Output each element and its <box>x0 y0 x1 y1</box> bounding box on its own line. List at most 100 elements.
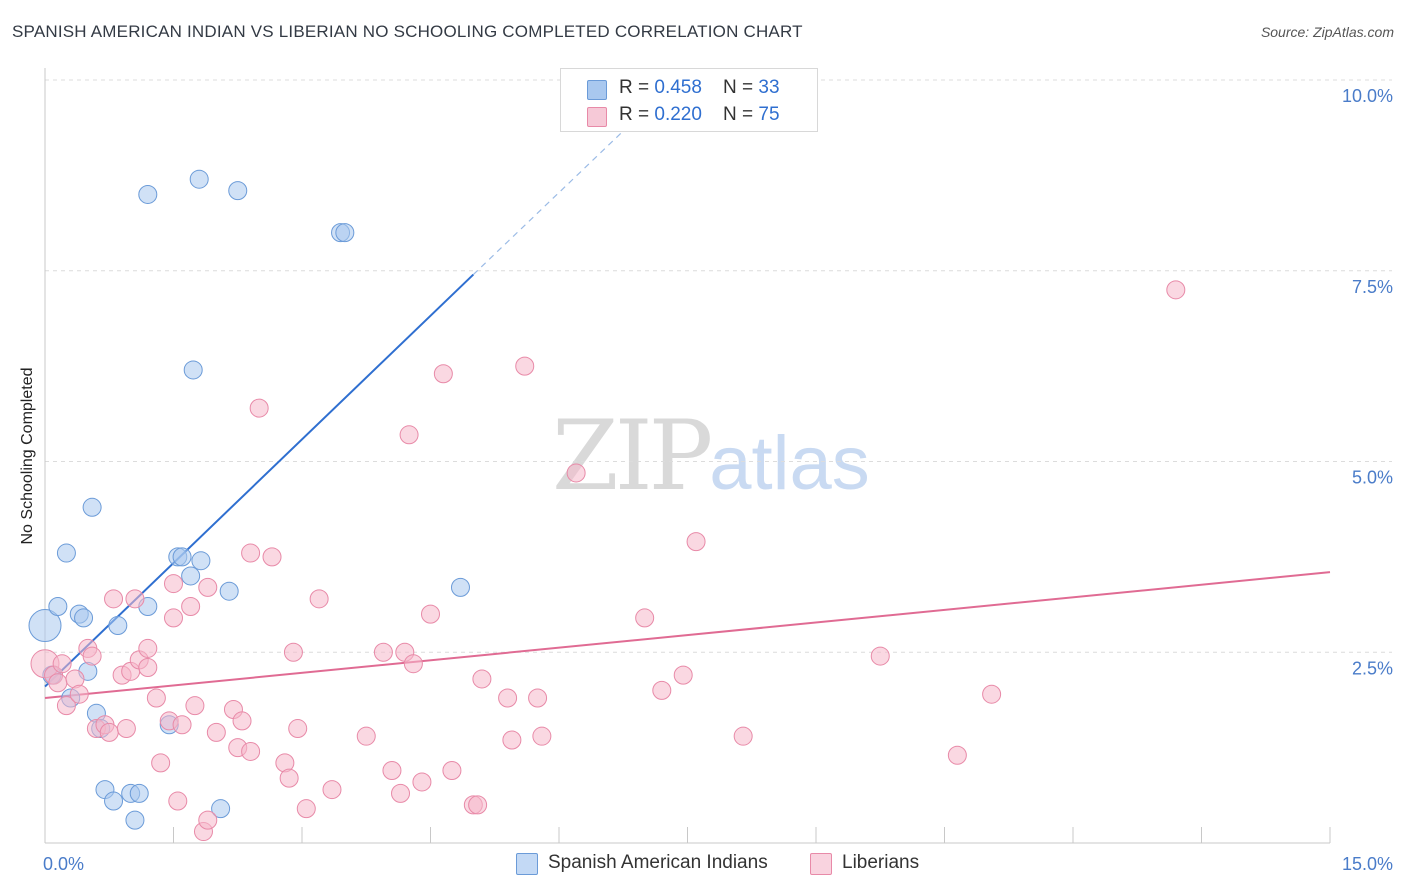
point-spanish-american-indian <box>228 181 248 201</box>
point-spanish-american-indian <box>28 609 62 643</box>
legend-label: Spanish American Indians <box>548 852 768 873</box>
point-liberian <box>151 753 171 773</box>
point-liberian <box>673 665 693 685</box>
y-tick-label: 2.5% <box>1352 658 1393 678</box>
point-liberian <box>283 642 303 662</box>
point-liberian <box>982 684 1002 704</box>
point-spanish-american-indian <box>172 547 192 567</box>
point-liberian <box>468 795 488 815</box>
point-liberian <box>532 726 552 746</box>
point-liberian <box>566 463 586 483</box>
point-spanish-american-indian <box>56 543 76 563</box>
legend-swatch-blue <box>587 80 607 100</box>
legend-n-value: 33 <box>758 77 780 98</box>
x-tick-label: 15.0% <box>1342 854 1393 874</box>
point-liberian <box>279 768 299 788</box>
point-liberian <box>652 680 672 700</box>
point-liberian <box>515 356 535 376</box>
point-liberian <box>82 646 102 666</box>
legend-swatch-pink <box>587 107 607 127</box>
trend-line-liberians <box>44 571 1331 700</box>
legend-n-label: N = <box>723 104 759 125</box>
point-spanish-american-indian <box>211 799 231 819</box>
point-liberian <box>442 761 462 781</box>
point-liberian <box>138 658 158 678</box>
point-liberian <box>56 696 76 716</box>
point-liberian <box>164 608 183 628</box>
point-liberian <box>168 791 188 811</box>
point-liberian <box>206 722 226 742</box>
point-spanish-american-indian <box>138 184 158 204</box>
point-spanish-american-indian <box>125 810 145 830</box>
point-spanish-american-indian <box>129 783 149 803</box>
legend-swatch-pink <box>810 853 832 875</box>
point-liberian <box>399 425 419 445</box>
point-liberian <box>198 810 218 830</box>
point-liberian <box>412 772 432 792</box>
watermark: ZIPatlas <box>552 400 870 512</box>
point-spanish-american-indian <box>181 566 201 586</box>
point-liberian <box>99 722 119 742</box>
legend-swatch-blue <box>516 853 538 875</box>
legend-r-label: R = <box>619 104 655 125</box>
point-spanish-american-indian <box>82 497 102 517</box>
source-label: Source: ZipAtlas.com <box>1260 24 1394 40</box>
point-spanish-american-indian <box>104 791 124 811</box>
point-liberian <box>198 577 218 597</box>
x-tick-label: 0.0% <box>43 854 84 874</box>
y-tick-label: 10.0% <box>1342 86 1393 106</box>
legend-r-value: 0.458 <box>654 77 702 98</box>
data-points <box>28 169 1186 842</box>
point-liberian <box>373 642 393 662</box>
point-liberian <box>870 646 890 666</box>
legend-r-label: R = <box>619 77 655 98</box>
point-liberian <box>262 547 282 567</box>
point-liberian <box>382 761 402 781</box>
stats-legend: R = 0.458 N = 33 R = 0.220 N = 75 <box>560 68 818 132</box>
point-liberian <box>48 673 68 693</box>
point-liberian <box>241 543 261 563</box>
point-spanish-american-indian <box>183 360 203 380</box>
point-liberian <box>104 589 124 609</box>
point-liberian <box>1166 280 1186 300</box>
point-spanish-american-indian <box>450 577 470 597</box>
tick-labels: 2.5% 5.0% 7.5% 10.0% 0.0% 15.0% <box>43 86 1393 874</box>
point-liberian <box>172 715 192 735</box>
point-liberian <box>391 783 411 803</box>
point-liberian <box>164 574 183 594</box>
grid <box>45 79 1392 653</box>
point-liberian <box>498 688 518 708</box>
point-liberian <box>288 719 308 739</box>
point-spanish-american-indian <box>108 616 128 636</box>
legend-r-value: 0.220 <box>654 104 702 125</box>
axes <box>44 68 1331 844</box>
point-liberian <box>433 364 453 384</box>
point-liberian <box>635 608 655 628</box>
y-tick-label: 5.0% <box>1352 468 1393 488</box>
point-liberian <box>52 654 72 674</box>
y-tick-label: 7.5% <box>1352 277 1393 297</box>
point-liberian <box>138 638 158 658</box>
point-spanish-american-indian <box>189 169 209 189</box>
legend-n-value: 75 <box>758 104 780 125</box>
point-spanish-american-indian <box>48 596 68 616</box>
point-liberian <box>356 726 376 746</box>
point-liberian <box>733 726 753 746</box>
point-liberian <box>146 688 166 708</box>
point-liberian <box>421 604 440 624</box>
point-spanish-american-indian <box>219 581 239 601</box>
point-liberian <box>232 711 252 731</box>
point-liberian <box>241 741 261 761</box>
point-liberian <box>309 589 329 609</box>
legend-label: Liberians <box>842 852 920 873</box>
point-liberian <box>116 719 136 739</box>
point-liberian <box>181 596 201 616</box>
point-spanish-american-indian <box>335 223 355 243</box>
point-liberian <box>947 745 967 765</box>
point-spanish-american-indian <box>74 608 94 628</box>
point-liberian <box>125 589 145 609</box>
point-liberian <box>249 398 269 418</box>
point-liberian <box>686 532 706 552</box>
point-liberian <box>69 684 89 704</box>
